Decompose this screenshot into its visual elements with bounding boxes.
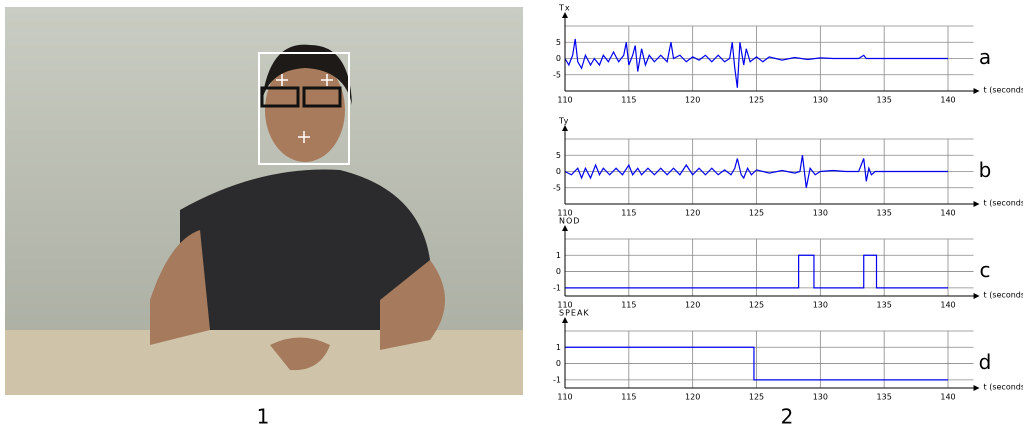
y-tick-label: 0	[556, 267, 561, 276]
x-tick-label: 120	[685, 301, 700, 310]
x-axis-arrow	[974, 385, 980, 391]
x-tick-label: 125	[749, 301, 764, 310]
y-axis-arrow	[562, 317, 568, 323]
x-tick-label: 130	[813, 96, 828, 105]
y-axis-label: Tx	[558, 4, 571, 13]
x-axis-arrow	[974, 201, 980, 207]
x-axis-arrow	[974, 293, 980, 299]
x-tick-label: 140	[940, 96, 955, 105]
x-tick-label: 125	[749, 96, 764, 105]
chart-letter: d	[979, 350, 992, 374]
y-tick-label: -5	[553, 70, 561, 79]
x-axis-arrow	[974, 88, 980, 94]
y-tick-label: 5	[556, 38, 561, 47]
chart-letter: a	[979, 45, 991, 69]
x-tick-label: 135	[877, 301, 892, 310]
x-tick-label: 115	[621, 301, 636, 310]
x-tick-label: 110	[557, 96, 572, 105]
x-tick-label: 135	[877, 393, 892, 402]
y-tick-label: 1	[556, 343, 561, 352]
x-tick-label: 110	[557, 393, 572, 402]
x-tick-label: 115	[621, 96, 636, 105]
chart-letter: c	[980, 258, 991, 282]
y-axis-arrow	[562, 12, 568, 18]
panel-label: 1	[257, 405, 270, 428]
y-tick-label: 0	[556, 54, 561, 63]
chart-letter: b	[979, 158, 992, 182]
x-tick-label: 130	[813, 393, 828, 402]
x-tick-label: 120	[685, 209, 700, 218]
panel-label: 2	[781, 405, 794, 428]
x-axis-label: t (seconds)	[984, 86, 1023, 95]
y-axis-label: Ty	[558, 117, 569, 126]
x-tick-label: 120	[685, 96, 700, 105]
y-tick-label: 0	[556, 359, 561, 368]
photo	[5, 7, 523, 395]
y-tick-label: 0	[556, 167, 561, 176]
x-tick-label: 125	[749, 393, 764, 402]
y-tick-label: -1	[553, 283, 561, 292]
x-tick-label: 115	[621, 209, 636, 218]
x-tick-label: 115	[621, 393, 636, 402]
x-axis-label: t (seconds)	[984, 383, 1023, 392]
y-axis-label: NOD	[559, 217, 580, 226]
x-tick-label: 130	[813, 301, 828, 310]
x-axis-label: t (seconds)	[984, 291, 1023, 300]
x-tick-label: 120	[685, 393, 700, 402]
x-tick-label: 135	[877, 209, 892, 218]
y-tick-label: 1	[556, 251, 561, 260]
y-axis-arrow	[562, 125, 568, 131]
x-tick-label: 140	[940, 301, 955, 310]
x-tick-label: 130	[813, 209, 828, 218]
figure: 1 2 50-5110115120125130135140Txt (second…	[0, 0, 1023, 428]
x-tick-label: 140	[940, 393, 955, 402]
y-tick-label: -1	[553, 375, 561, 384]
x-tick-label: 140	[940, 209, 955, 218]
y-axis-arrow	[562, 225, 568, 231]
x-tick-label: 125	[749, 209, 764, 218]
y-tick-label: -5	[553, 183, 561, 192]
y-axis-label: SPEAK	[559, 309, 590, 318]
x-tick-label: 135	[877, 96, 892, 105]
y-tick-label: 5	[556, 151, 561, 160]
x-axis-label: t (seconds)	[984, 199, 1023, 208]
